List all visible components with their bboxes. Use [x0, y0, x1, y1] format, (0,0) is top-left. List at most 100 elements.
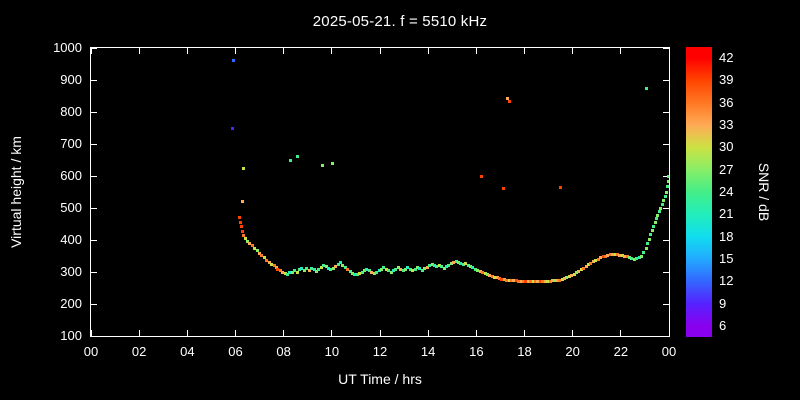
- data-point: [596, 257, 600, 261]
- y-tick-mark: [663, 79, 669, 81]
- data-point: [425, 265, 429, 269]
- colorbar-tick-label: 42: [719, 50, 734, 66]
- data-point: [240, 230, 244, 234]
- data-point: [637, 256, 641, 260]
- data-point: [367, 268, 371, 272]
- data-point: [657, 210, 661, 214]
- data-point: [584, 265, 588, 269]
- data-point: [242, 234, 246, 238]
- data-point: [401, 268, 405, 272]
- data-point: [384, 267, 388, 271]
- data-point: [418, 267, 422, 271]
- data-point: [623, 254, 627, 258]
- data-point: [558, 278, 562, 282]
- x-tick-mark: [91, 330, 92, 336]
- data-point: [546, 279, 550, 283]
- data-point: [529, 280, 533, 284]
- x-tick-mark: [668, 330, 669, 336]
- chart-title: 2025-05-21. f = 5510 kHz: [312, 13, 488, 30]
- data-point: [635, 257, 639, 261]
- data-point: [464, 262, 468, 266]
- data-point: [495, 276, 499, 280]
- data-point: [493, 275, 497, 279]
- data-point: [346, 268, 350, 272]
- data-point: [255, 249, 259, 253]
- data-point: [360, 270, 364, 274]
- colorbar-tick-label: 9: [719, 295, 727, 311]
- data-point: [466, 263, 470, 267]
- data-point: [589, 261, 593, 265]
- data-point: [387, 269, 391, 273]
- data-point: [454, 259, 458, 263]
- data-point: [307, 268, 311, 272]
- data-point: [423, 267, 427, 271]
- data-point: [435, 265, 439, 269]
- data-point: [536, 280, 540, 284]
- data-point: [603, 254, 607, 258]
- data-point: [646, 242, 650, 246]
- y-tick-label: 500: [60, 200, 82, 215]
- data-point: [559, 185, 563, 189]
- data-point: [372, 272, 376, 276]
- data-point: [618, 253, 622, 257]
- data-point: [630, 257, 634, 261]
- y-tick-mark: [663, 271, 669, 273]
- data-point: [461, 263, 465, 267]
- data-point: [389, 270, 393, 274]
- data-point: [459, 262, 463, 266]
- data-point: [353, 272, 357, 276]
- data-point: [240, 225, 244, 229]
- data-point: [649, 233, 653, 237]
- data-point: [310, 266, 314, 270]
- x-tick-label: 16: [469, 344, 484, 359]
- data-point: [591, 260, 595, 264]
- data-point: [281, 270, 285, 274]
- data-point: [501, 187, 505, 191]
- colorbar-tick-label: 39: [719, 72, 734, 88]
- data-point: [276, 267, 280, 271]
- data-point: [473, 267, 477, 271]
- data-point: [302, 268, 306, 272]
- x-tick-label: 06: [228, 344, 243, 359]
- y-tick-mark: [91, 175, 97, 177]
- data-point: [339, 261, 342, 265]
- data-point: [652, 224, 656, 228]
- colorbar-label: SNR / dB: [756, 162, 773, 222]
- data-point: [644, 246, 648, 250]
- data-point: [663, 194, 667, 198]
- data-point: [531, 280, 535, 284]
- data-point: [267, 260, 271, 264]
- data-point: [553, 279, 557, 283]
- data-point: [485, 272, 489, 276]
- data-point: [582, 266, 586, 270]
- x-tick-mark: [331, 48, 333, 54]
- y-tick-label: 300: [60, 264, 82, 279]
- x-tick-mark: [235, 330, 236, 336]
- y-tick-mark: [91, 335, 97, 336]
- data-point: [659, 206, 663, 210]
- data-point: [394, 267, 398, 271]
- data-point: [507, 278, 511, 282]
- data-point: [625, 255, 629, 259]
- x-tick-label: 10: [324, 344, 340, 359]
- data-point: [329, 268, 333, 272]
- data-point: [391, 269, 395, 273]
- y-tick-mark: [91, 207, 97, 209]
- data-point: [599, 256, 603, 260]
- x-tick-mark: [235, 48, 236, 54]
- data-point: [246, 239, 250, 243]
- colorbar-tick-label: 24: [719, 184, 734, 199]
- data-point: [653, 220, 657, 224]
- data-point: [244, 237, 248, 241]
- x-tick-mark: [668, 48, 669, 54]
- colorbar-tick-label: 30: [719, 139, 734, 155]
- data-point: [250, 244, 254, 248]
- x-tick-mark: [572, 48, 574, 54]
- data-point: [248, 242, 252, 246]
- x-tick-mark: [572, 330, 574, 336]
- data-point: [238, 216, 242, 220]
- y-tick-mark: [663, 303, 669, 305]
- x-tick-mark: [427, 330, 429, 336]
- x-tick-mark: [620, 48, 622, 54]
